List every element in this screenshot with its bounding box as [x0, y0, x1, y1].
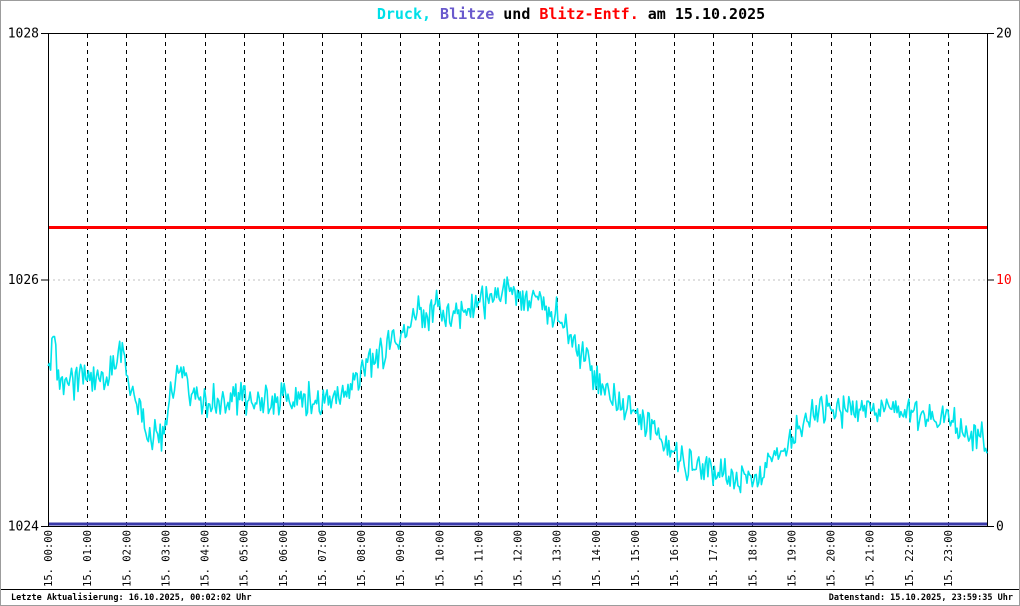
last-update-text: Letzte Aktualisierung: 16.10.2025, 00:02…	[11, 592, 252, 603]
x-tick-label: 15. 10:00	[434, 530, 446, 587]
title-segment: am 15.10.2025	[638, 5, 766, 23]
x-tick-label: 15. 14:00	[591, 530, 603, 587]
x-tick-label: 15. 02:00	[121, 530, 133, 587]
x-tick-label: 15. 00:00	[43, 530, 55, 587]
x-tick-label: 15. 03:00	[160, 530, 172, 587]
data-timestamp-text: Datenstand: 15.10.2025, 23:59:35 Uhr	[828, 592, 1013, 603]
x-tick-label: 15. 22:00	[904, 530, 916, 587]
x-tick-label: 15. 05:00	[239, 530, 251, 587]
x-tick-label: 15. 23:00	[943, 530, 955, 587]
x-tick-label: 15. 07:00	[317, 530, 329, 587]
y-right-tick-label: 0	[996, 520, 1004, 535]
title-segment: Blitze	[431, 5, 495, 23]
x-tick-label: 15. 08:00	[356, 530, 368, 587]
x-tick-label: 15. 13:00	[552, 530, 564, 587]
y-left-tick-label: 1024	[8, 520, 39, 535]
x-tick-label: 15. 06:00	[278, 530, 290, 587]
x-tick-label: 15. 12:00	[513, 530, 525, 587]
series-druck-line	[47, 276, 988, 494]
x-tick-label: 15. 15:00	[630, 530, 642, 587]
title-segment: Druck,	[376, 5, 432, 23]
x-tick-label: 15. 19:00	[786, 530, 798, 587]
y-left-tick-label: 1028	[8, 27, 39, 42]
title-segment: und	[494, 5, 540, 23]
x-tick-label: 15. 20:00	[826, 530, 838, 587]
y-right-tick-label: 10	[996, 273, 1012, 288]
title-segment: Blitz-Entf.	[539, 5, 639, 23]
x-tick-label: 15. 11:00	[473, 530, 485, 587]
x-tick-label: 15. 04:00	[200, 530, 212, 587]
x-tick-label: 15. 17:00	[708, 530, 720, 587]
chart-title: Druck, Blitze und Blitz-Entf. am 15.10.2…	[1, 5, 1019, 23]
x-tick-label: 15. 09:00	[395, 530, 407, 587]
x-tick-label: 15. 16:00	[669, 530, 681, 587]
x-tick-label: 15. 18:00	[747, 530, 759, 587]
status-bar: Letzte Aktualisierung: 16.10.2025, 00:02…	[1, 589, 1019, 605]
x-tick-label: 15. 21:00	[865, 530, 877, 587]
y-left-tick-label: 1026	[8, 273, 39, 288]
x-tick-label: 15. 01:00	[82, 530, 94, 587]
y-right-tick-label: 20	[996, 27, 1012, 42]
